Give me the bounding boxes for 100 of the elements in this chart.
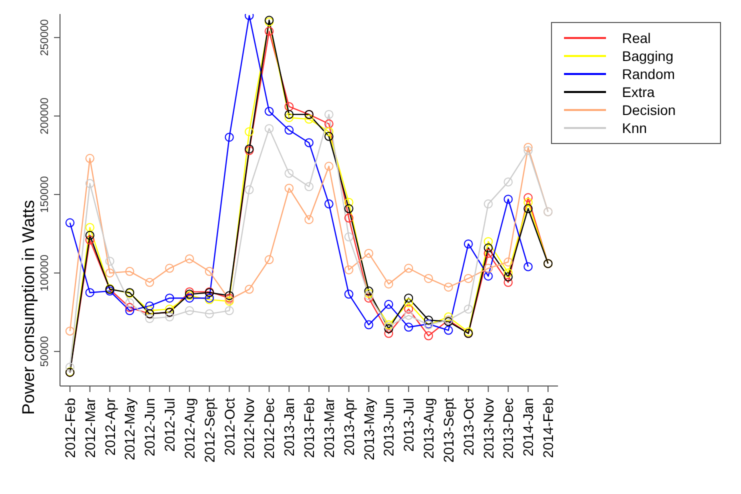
point (85, 179, 94, 188)
point (364, 320, 374, 330)
point (145, 306, 154, 316)
point (324, 110, 334, 119)
point (125, 303, 134, 312)
point (324, 132, 334, 141)
x-tick-label: 2012-Dec (261, 398, 278, 459)
point (344, 198, 354, 207)
point (324, 127, 334, 136)
x-tick-label: 2012-Aug (181, 398, 198, 459)
point (184, 306, 194, 316)
point (284, 110, 294, 119)
point (504, 177, 513, 186)
x-tick-label: 2013-Oct (460, 398, 476, 456)
x-tick-label: 2012-Mar (82, 398, 98, 458)
point (404, 304, 414, 314)
point (244, 127, 254, 136)
x-tick-label: 2013-Mar (320, 398, 337, 458)
point (284, 126, 294, 135)
point (484, 237, 493, 246)
point (165, 304, 174, 314)
point (504, 268, 513, 278)
point (504, 272, 513, 282)
point (344, 265, 354, 274)
point (65, 326, 74, 336)
point (404, 298, 414, 308)
point (384, 300, 394, 309)
point (284, 168, 294, 178)
point (145, 278, 154, 287)
point (484, 264, 493, 273)
point (344, 214, 354, 223)
point (204, 309, 214, 318)
point (484, 243, 493, 252)
point (404, 294, 414, 303)
point (444, 326, 453, 335)
point (105, 268, 114, 278)
point (324, 199, 334, 208)
point (424, 274, 434, 283)
x-tick-label: 2012-Nov (241, 398, 258, 459)
y-tick-label: 250000 (39, 19, 51, 56)
point (304, 138, 314, 148)
point (304, 215, 314, 224)
point (264, 255, 274, 264)
point (504, 258, 513, 266)
point (364, 291, 374, 300)
point (484, 248, 493, 258)
x-tick-label: 2013-Nov (480, 398, 496, 459)
point (145, 301, 154, 310)
point (464, 274, 473, 283)
point (184, 294, 194, 303)
point (304, 182, 314, 192)
x-tick-label: 2013-Aug (420, 398, 437, 459)
x-tick-label: 2012-Oct (221, 398, 238, 456)
point (284, 113, 294, 122)
x-tick-label: 2012-Feb (62, 398, 78, 458)
point (504, 278, 513, 287)
point (324, 119, 334, 128)
point (404, 310, 414, 320)
point (384, 328, 394, 338)
point (344, 204, 354, 214)
point (264, 106, 274, 116)
legend-label: Real (622, 30, 651, 46)
y-tick-label: 200000 (39, 98, 51, 134)
point (464, 239, 473, 248)
point (464, 304, 473, 314)
legend-label: Bagging (622, 48, 674, 64)
point (165, 312, 174, 322)
point (524, 142, 533, 152)
point (404, 322, 414, 332)
point (444, 312, 453, 322)
point (85, 154, 94, 163)
point (364, 294, 374, 303)
x-tick-label: 2014-Jan (520, 398, 536, 456)
x-tick-label: 2012-Jun (142, 398, 158, 456)
point (264, 124, 274, 134)
x-tick-label: 2013-Feb (301, 398, 317, 458)
point (125, 306, 134, 316)
point (504, 194, 513, 204)
point (85, 230, 94, 240)
point (244, 284, 254, 294)
point (284, 184, 294, 193)
x-tick-label: 2013-Dec (500, 398, 516, 459)
point (424, 331, 434, 340)
point (344, 290, 354, 299)
x-tick-label: 2014-Feb (540, 398, 556, 458)
point (184, 287, 194, 296)
legend-label: Extra (622, 84, 655, 100)
legend-label: Random (622, 66, 675, 82)
point (384, 324, 394, 334)
point (384, 279, 394, 288)
x-tick-label: 2012-May (122, 398, 138, 460)
point (85, 288, 94, 298)
point (524, 193, 533, 202)
point (145, 314, 154, 324)
point (105, 256, 114, 266)
x-tick-label: 2013-Jan (281, 398, 298, 456)
x-tick-label: 2013-May (360, 398, 377, 460)
point (284, 102, 294, 112)
point (524, 262, 533, 272)
point (125, 266, 134, 276)
